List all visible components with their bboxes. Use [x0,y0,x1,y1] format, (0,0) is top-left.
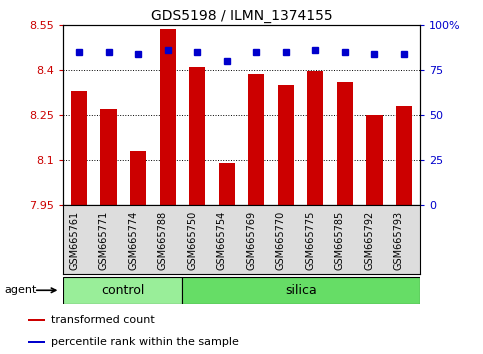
Bar [71,91,87,205]
Bar [130,151,146,205]
Bar [63,277,183,304]
Text: silica: silica [285,284,317,297]
Text: GDS5198 / ILMN_1374155: GDS5198 / ILMN_1374155 [151,9,332,23]
Text: GSM665754: GSM665754 [217,211,227,270]
Bar [219,163,235,205]
Text: GSM665770: GSM665770 [276,211,286,270]
Bar [100,109,117,205]
Bar [366,115,383,205]
Text: GSM665792: GSM665792 [365,211,374,270]
Bar [189,67,205,205]
Bar [159,29,176,205]
Text: GSM665771: GSM665771 [99,211,109,270]
Bar [248,74,264,205]
Text: GSM665769: GSM665769 [246,211,256,270]
Text: agent: agent [5,285,37,295]
Text: GSM665750: GSM665750 [187,211,197,270]
Text: GSM665775: GSM665775 [305,211,315,270]
Text: percentile rank within the sample: percentile rank within the sample [51,337,239,347]
Text: GSM665785: GSM665785 [335,211,345,270]
Text: GSM665761: GSM665761 [69,211,79,270]
Bar [28,341,45,343]
Text: control: control [101,284,144,297]
Bar [28,319,45,321]
Bar [307,72,324,205]
Text: GSM665788: GSM665788 [157,211,168,270]
Text: transformed count: transformed count [51,315,155,325]
Text: GSM665793: GSM665793 [394,211,404,270]
Text: GSM665774: GSM665774 [128,211,138,270]
Bar [396,106,412,205]
Bar [278,85,294,205]
Bar [337,82,353,205]
Bar [183,277,420,304]
